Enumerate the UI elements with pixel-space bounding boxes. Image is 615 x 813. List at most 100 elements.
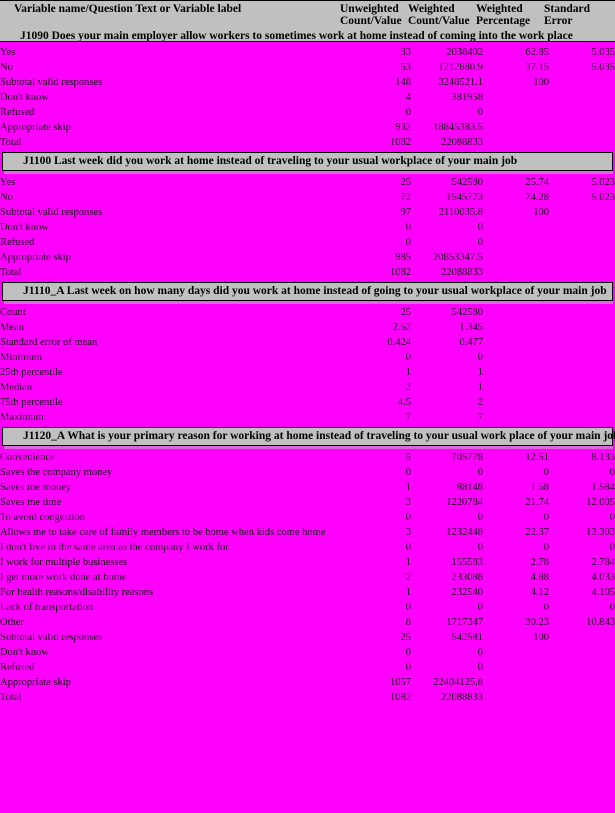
cell-unweighted-count: 1057 — [390, 677, 411, 688]
cell-weighted-count: 2038402 — [446, 47, 483, 58]
cell-unweighted-count: 0.424 — [387, 337, 411, 348]
cell-weighted-percentage: 37.15 — [525, 62, 549, 73]
cell-unweighted-count: 25 — [400, 307, 412, 318]
question-section: J1100 Last week did you work at home ins… — [0, 150, 615, 280]
cell-standard-error — [549, 305, 615, 320]
question-section: Yes 33 2038402 62.85 5.035 No 53 1212880.9 37.15… — [0, 42, 615, 150]
cell-weighted-percentage — [483, 220, 549, 235]
cell-standard-error: 4.033 — [591, 572, 615, 583]
cell-weighted-count: 7 — [477, 412, 483, 423]
cell-weighted-count: 20853347.5 — [433, 252, 483, 263]
table-row: Maximum 7 7 — [0, 410, 615, 425]
cell-standard-error — [549, 335, 615, 350]
cell-unweighted-count: 25 — [400, 177, 412, 188]
table-row: Refused 0 0 — [0, 235, 615, 250]
cell-weighted-count: 0 — [477, 237, 483, 248]
row-label: Subtotal valid responses — [0, 77, 103, 88]
row-label: Subtotal valid responses — [0, 207, 103, 218]
cell-weighted-percentage: 100 — [533, 632, 549, 643]
column-header-unweighted: Unweighted Count/Value — [340, 3, 408, 27]
cell-weighted-percentage — [483, 320, 549, 335]
cell-unweighted-count: 25 — [400, 632, 412, 643]
table-row: 25th percentile 1 1 — [0, 365, 615, 380]
cell-weighted-count: 1220784 — [446, 497, 483, 508]
table-row: Total 1082 22088833 — [0, 265, 615, 280]
cell-unweighted-count: 932 — [395, 122, 411, 133]
cell-weighted-percentage — [483, 90, 549, 105]
row-label: Don't know — [0, 647, 49, 658]
section-header-shadow — [4, 171, 613, 174]
cell-standard-error — [549, 120, 615, 135]
row-label: Appropriate skip — [0, 252, 71, 263]
cell-weighted-count: 18845383.5 — [433, 122, 483, 133]
table-row: Appropriate skip 985 20853347.5 — [0, 250, 615, 265]
cell-weighted-percentage: 100 — [533, 77, 549, 88]
sections-container: Yes 33 2038402 62.85 5.035 No 53 1212880.9 37.15… — [0, 42, 615, 705]
table-row: Total 1082 22088833 — [0, 690, 615, 705]
cell-weighted-percentage: 100 — [533, 207, 549, 218]
cell-unweighted-count: 0 — [405, 662, 411, 673]
cell-unweighted-count: 1 — [405, 587, 411, 598]
cell-weighted-percentage: 0 — [543, 602, 549, 613]
cell-weighted-percentage: 74.28 — [525, 192, 549, 203]
cell-standard-error: 5.023 — [591, 192, 615, 203]
row-label: Mean — [0, 322, 24, 333]
cell-standard-error — [549, 320, 615, 335]
row-label: Refused — [0, 107, 35, 118]
table-row: Saves me time 3 1220784 21.74 12.005 — [0, 495, 615, 510]
cell-weighted-count: 22088833 — [441, 267, 483, 278]
cell-weighted-percentage — [483, 250, 549, 265]
cell-weighted-percentage — [483, 235, 549, 250]
cell-standard-error — [549, 380, 615, 395]
cell-weighted-percentage — [483, 335, 549, 350]
cell-weighted-percentage: 12.51 — [525, 452, 549, 463]
cell-standard-error — [549, 220, 615, 235]
cell-standard-error: 0 — [609, 467, 615, 478]
cell-standard-error: 5.035 — [591, 62, 615, 73]
table-row: Mean 2.52 1.345 — [0, 320, 615, 335]
cell-standard-error: 12.005 — [586, 497, 615, 508]
cell-standard-error — [549, 250, 615, 265]
cell-weighted-percentage: 4.12 — [530, 587, 549, 598]
table-row: Refused 0 0 — [0, 105, 615, 120]
cell-weighted-percentage: 62.85 — [525, 47, 549, 58]
cell-unweighted-count: 97 — [400, 207, 412, 218]
cell-unweighted-count: 2 — [405, 382, 411, 393]
cell-unweighted-count: 72 — [400, 192, 412, 203]
cell-standard-error: 4.105 — [591, 587, 615, 598]
cell-standard-error — [549, 265, 615, 280]
row-label: Count — [0, 307, 26, 318]
stats-table: Convenience 5 705778 12.51 8.133 Saves the co… — [0, 450, 615, 705]
cell-standard-error — [549, 205, 615, 220]
table-row: Other 8 1717347 30.23 10.843 — [0, 615, 615, 630]
row-label: Other — [0, 617, 24, 628]
row-label: Allows me to take care of family members… — [0, 527, 326, 538]
column-header-weighted-count-line2: Count/Value — [408, 14, 470, 27]
row-label: Convenience — [0, 452, 55, 463]
row-label: No — [0, 62, 13, 73]
cell-unweighted-count: 7 — [405, 412, 411, 423]
cell-unweighted-count: 33 — [400, 47, 412, 58]
row-label: I work for multiple businesses — [0, 557, 128, 568]
cell-unweighted-count: 0 — [405, 107, 411, 118]
table-row: Appropriate skip 1057 22404125.8 — [0, 675, 615, 690]
cell-weighted-count: 0 — [477, 107, 483, 118]
table-row: Lack of transportation 0 0 0 0 — [0, 600, 615, 615]
cell-weighted-percentage: 0 — [543, 467, 549, 478]
cell-weighted-count: 1.345 — [459, 322, 483, 333]
cell-unweighted-count: 2 — [405, 572, 411, 583]
cell-weighted-count: 3248521.1 — [438, 77, 483, 88]
row-label: No — [0, 192, 13, 203]
table-row: 75th percentile 4.5 2 — [0, 395, 615, 410]
cell-unweighted-count: 5 — [405, 452, 411, 463]
table-row: Total 1082 22088833 — [0, 135, 615, 150]
cell-weighted-count: 705778 — [451, 452, 484, 463]
row-label: Yes — [0, 47, 16, 58]
table-row: Allows me to take care of family members… — [0, 525, 615, 540]
column-header-weighted-percentage-line1: Weighted — [476, 3, 523, 15]
table-row: Yes 25 542580 25.74 5.023 — [0, 175, 615, 190]
column-header-weighted-percentage: Weighted Percentage — [476, 3, 544, 27]
cell-unweighted-count: 148 — [395, 77, 411, 88]
column-header-weighted-count-line1: Weighted — [408, 3, 455, 15]
column-header-weighted-percentage-line2: Percentage — [476, 14, 531, 27]
